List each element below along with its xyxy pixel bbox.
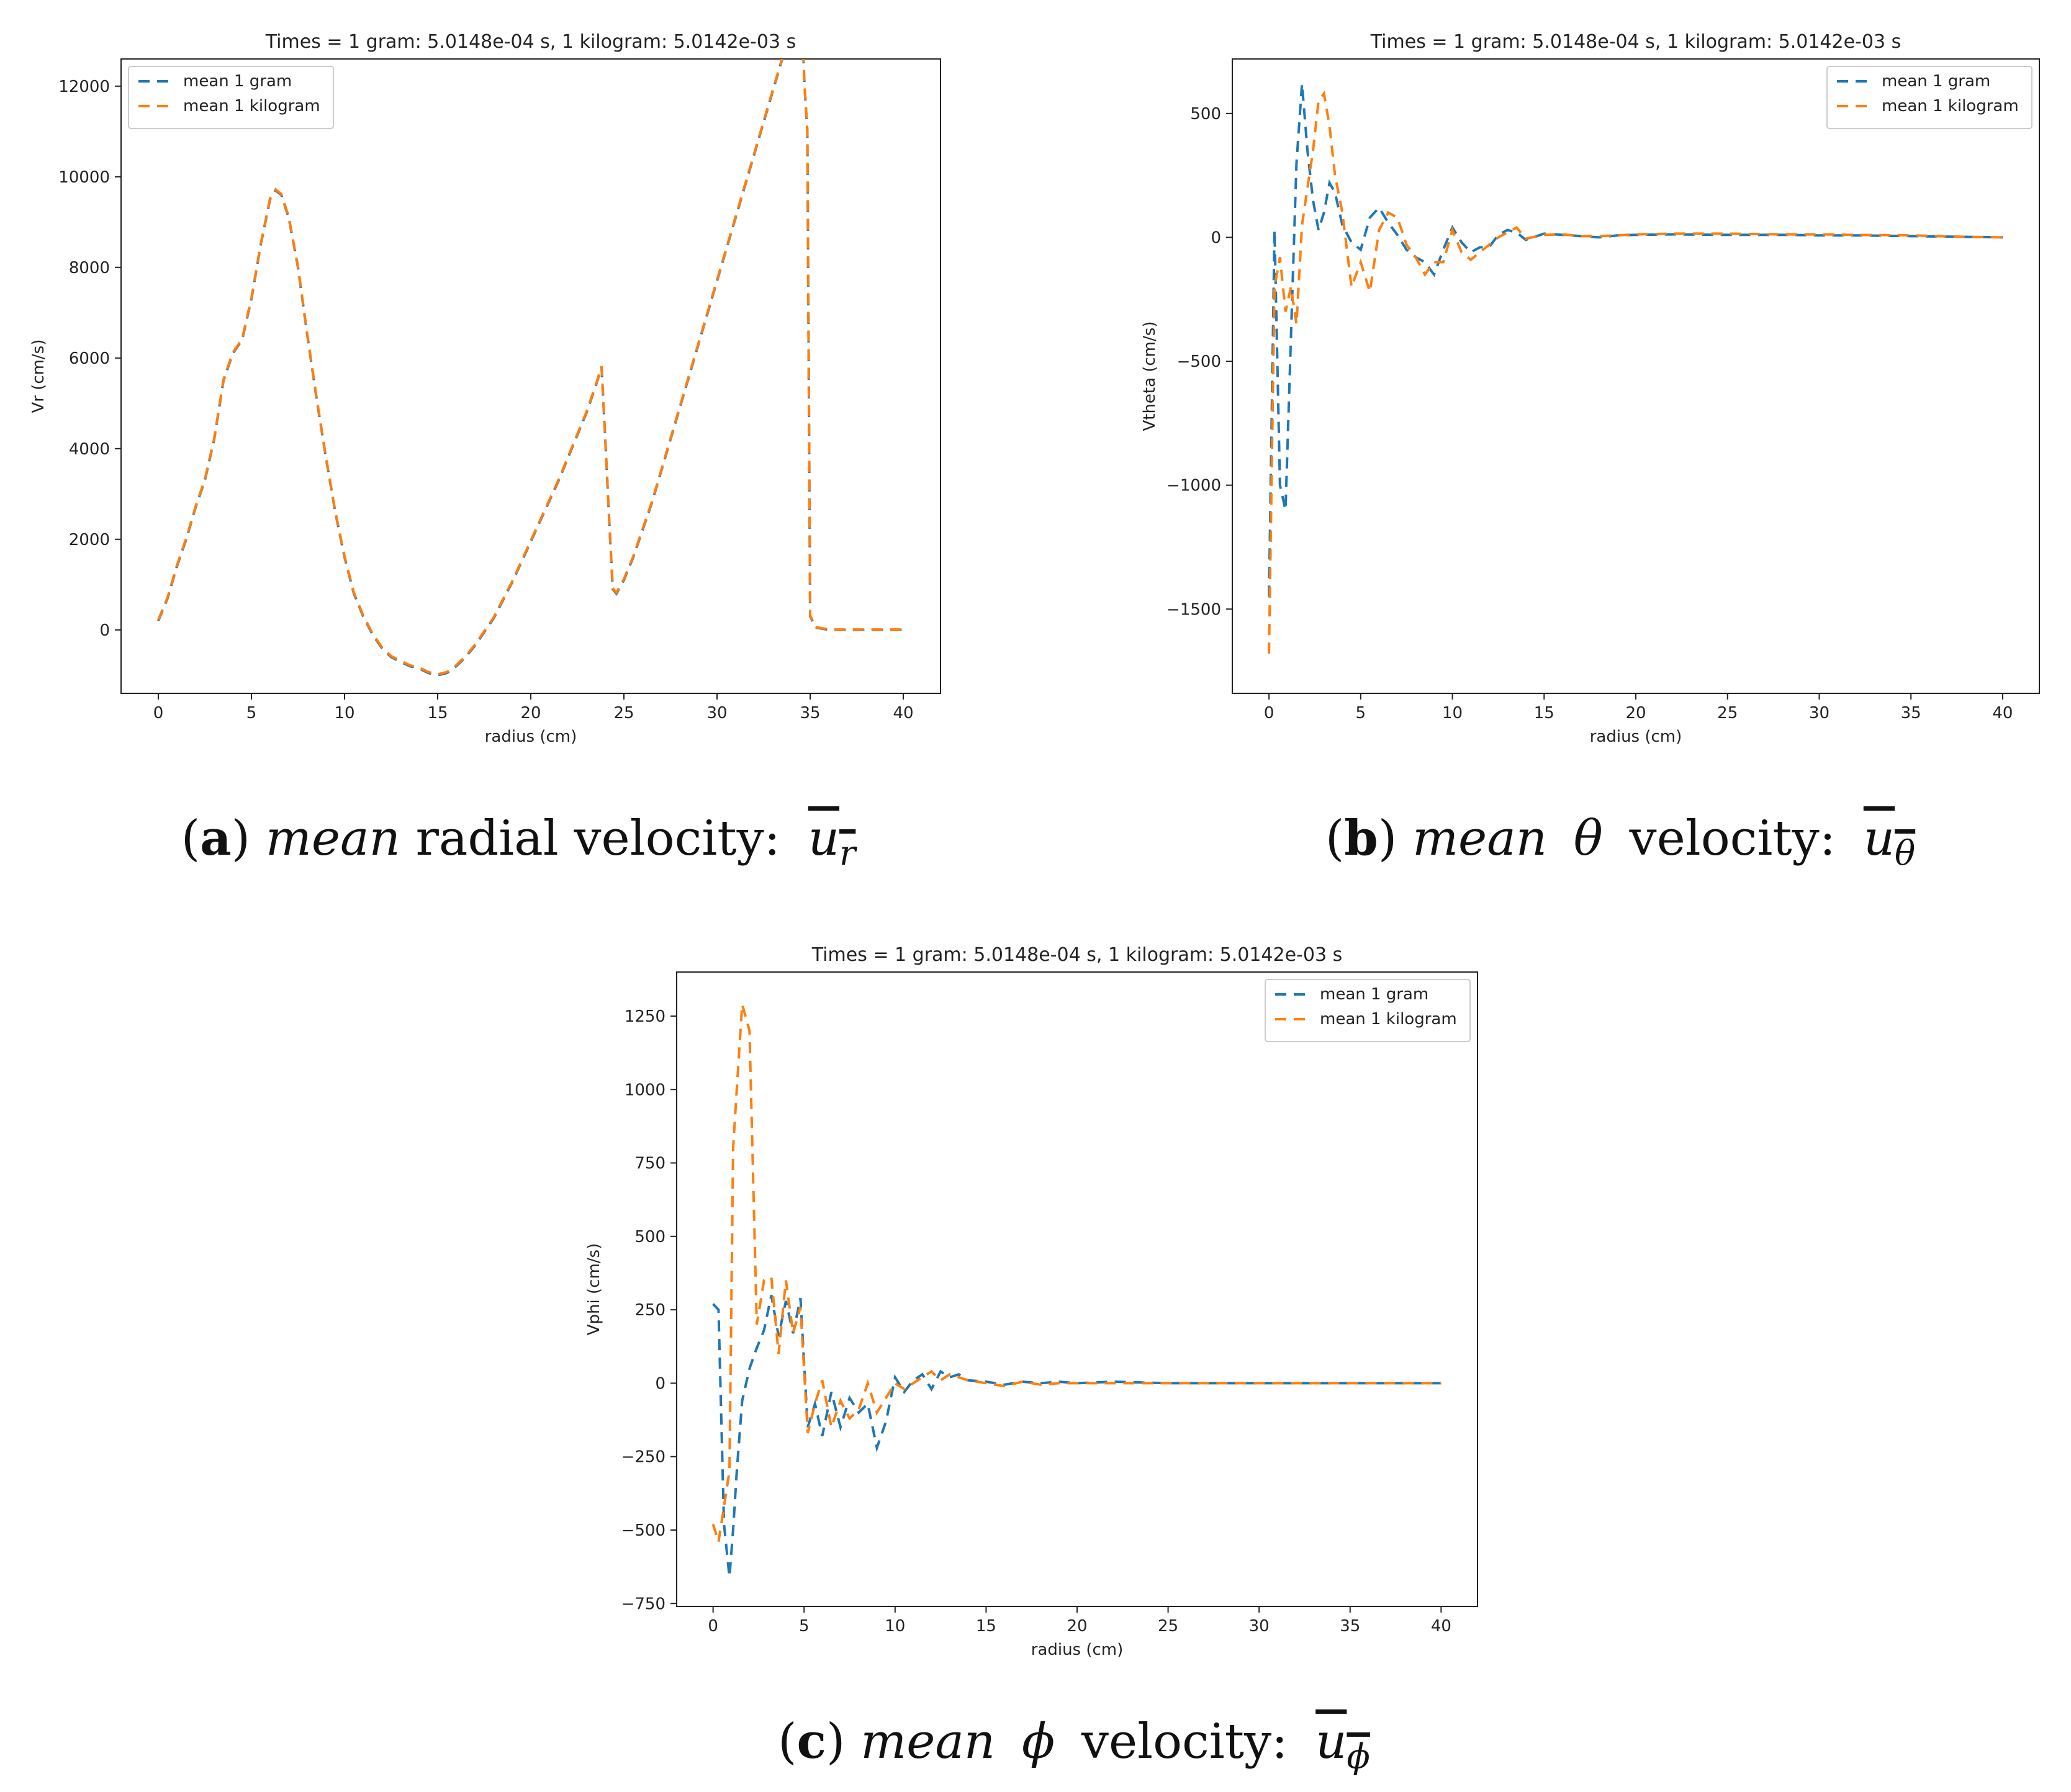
x-tick-label: 10	[885, 1617, 905, 1636]
y-tick-label: 500	[1190, 105, 1221, 124]
y-tick-label: 10000	[58, 168, 110, 187]
caption-a: (a) mean radial velocity: ur	[181, 810, 856, 873]
x-tick-label: 25	[613, 704, 634, 723]
x-tick-label: 20	[520, 704, 541, 723]
x-tick-label: 10	[334, 704, 354, 723]
caption-b-text: velocity:	[1629, 811, 1836, 867]
x-tick-label: 15	[1534, 704, 1554, 723]
series-line-gram	[1268, 83, 2003, 597]
caption-a-text: radial velocity:	[415, 811, 780, 867]
x-tick-label: 5	[799, 1617, 810, 1636]
chart-title: Times = 1 gram: 5.0148e-04 s, 1 kilogram…	[265, 31, 796, 53]
y-tick-label: 4000	[69, 440, 110, 459]
plot-frame	[1232, 58, 2040, 694]
legend: mean 1 gram mean 1 kilogram	[128, 66, 334, 129]
x-tick-label: 30	[706, 704, 727, 723]
legend-box	[1826, 66, 2033, 129]
chart-2: Times = 1 gram: 5.0148e-04 s, 1 kilogram…	[1140, 31, 2040, 746]
x-axis-label: radius (cm)	[1031, 1641, 1124, 1659]
y-tick-label: −500	[1177, 353, 1221, 371]
y-axis-label: Vtheta (cm/s)	[1140, 321, 1159, 431]
caption-b-italic: mean	[1412, 811, 1547, 867]
x-tick-label: 0	[708, 1617, 718, 1636]
x-tick-label: 5	[1356, 704, 1366, 723]
x-tick-label: 0	[1264, 704, 1275, 723]
x-tick-label: 25	[1158, 1617, 1178, 1636]
y-tick-label: 250	[634, 1301, 666, 1320]
chart-1: Times = 1 gram: 5.0148e-04 s, 1 kilogram…	[29, 31, 941, 746]
x-tick-label: 35	[1901, 704, 1921, 723]
x-tick-label: 30	[1249, 1617, 1270, 1636]
series-line-gram	[712, 1295, 1442, 1577]
x-tick-label: 40	[893, 704, 913, 723]
x-tick-label: 15	[427, 704, 448, 723]
y-axis-label: Vphi (cm/s)	[585, 1243, 603, 1335]
x-tick-label: 20	[1067, 1617, 1087, 1636]
y-tick-label: 0	[655, 1374, 666, 1393]
caption-b-letter: b	[1344, 810, 1378, 867]
caption-b-symbol: θ	[1573, 811, 1603, 867]
y-tick-label: 750	[634, 1155, 666, 1173]
caption-a-italic: mean	[265, 811, 400, 867]
legend-box	[1265, 979, 1471, 1042]
x-tick-label: 40	[1992, 704, 2013, 723]
caption-c-text: velocity:	[1081, 1714, 1288, 1770]
y-tick-label: 0	[99, 621, 110, 640]
caption-c-italic: mean	[860, 1714, 996, 1770]
x-tick-label: 15	[976, 1617, 996, 1636]
y-tick-label: −1000	[1166, 477, 1221, 495]
series-line-kilogram	[157, 59, 903, 676]
legend: mean 1 gram mean 1 kilogram	[1265, 979, 1471, 1042]
legend-label: mean 1 gram	[1882, 72, 1990, 91]
caption-b-formula: uθ	[1863, 811, 1916, 873]
caption-c: (c) mean ϕ velocity: uϕ	[778, 1713, 1370, 1776]
legend-label: mean 1 kilogram	[1320, 1010, 1457, 1029]
plot-frame	[120, 58, 941, 694]
caption-c-symbol: ϕ	[1021, 1714, 1055, 1770]
x-axis-label: radius (cm)	[1590, 727, 1682, 746]
y-axis-label: Vr (cm/s)	[29, 340, 48, 413]
chart-title: Times = 1 gram: 5.0148e-04 s, 1 kilogram…	[1370, 31, 1901, 53]
legend-label: mean 1 gram	[183, 72, 292, 91]
y-tick-label: 8000	[69, 259, 110, 277]
chart-3: Times = 1 gram: 5.0148e-04 s, 1 kilogram…	[585, 944, 1478, 1659]
y-tick-label: 2000	[69, 531, 110, 549]
legend: mean 1 gram mean 1 kilogram	[1826, 66, 2033, 129]
legend-label: mean 1 gram	[1320, 985, 1428, 1004]
x-tick-label: 30	[1809, 704, 1830, 723]
caption-a-formula: ur	[808, 811, 856, 873]
x-tick-label: 35	[1340, 1617, 1360, 1636]
x-tick-label: 35	[800, 704, 820, 723]
x-tick-label: 40	[1431, 1617, 1451, 1636]
plot-frame	[676, 971, 1478, 1607]
x-axis-label: radius (cm)	[485, 727, 577, 746]
x-tick-label: 25	[1717, 704, 1738, 723]
caption-a-letter: a	[200, 810, 232, 867]
y-tick-label: 0	[1211, 228, 1221, 247]
y-tick-label: 1000	[625, 1081, 666, 1099]
x-tick-label: 5	[246, 704, 257, 723]
y-tick-label: −1500	[1166, 600, 1221, 619]
caption-b: (b) mean θ velocity: uθ	[1325, 810, 1916, 873]
y-tick-label: 6000	[69, 349, 110, 368]
legend-label: mean 1 kilogram	[183, 97, 320, 115]
chart-title: Times = 1 gram: 5.0148e-04 s, 1 kilogram…	[811, 944, 1342, 966]
x-tick-label: 20	[1625, 704, 1646, 723]
y-tick-label: 12000	[58, 78, 110, 96]
series-line-kilogram	[711, 1004, 1442, 1542]
caption-c-letter: c	[796, 1713, 827, 1770]
y-tick-label: −750	[621, 1595, 666, 1613]
x-tick-label: 10	[1442, 704, 1463, 723]
x-tick-label: 0	[153, 704, 164, 723]
series-line-kilogram	[1268, 90, 2003, 654]
y-tick-label: 1250	[625, 1007, 666, 1026]
y-tick-label: −250	[621, 1448, 666, 1467]
y-tick-label: 500	[634, 1228, 666, 1246]
caption-c-formula: uϕ	[1315, 1714, 1370, 1776]
y-tick-label: −500	[621, 1521, 666, 1540]
legend-box	[128, 66, 334, 129]
legend-label: mean 1 kilogram	[1882, 97, 2019, 115]
